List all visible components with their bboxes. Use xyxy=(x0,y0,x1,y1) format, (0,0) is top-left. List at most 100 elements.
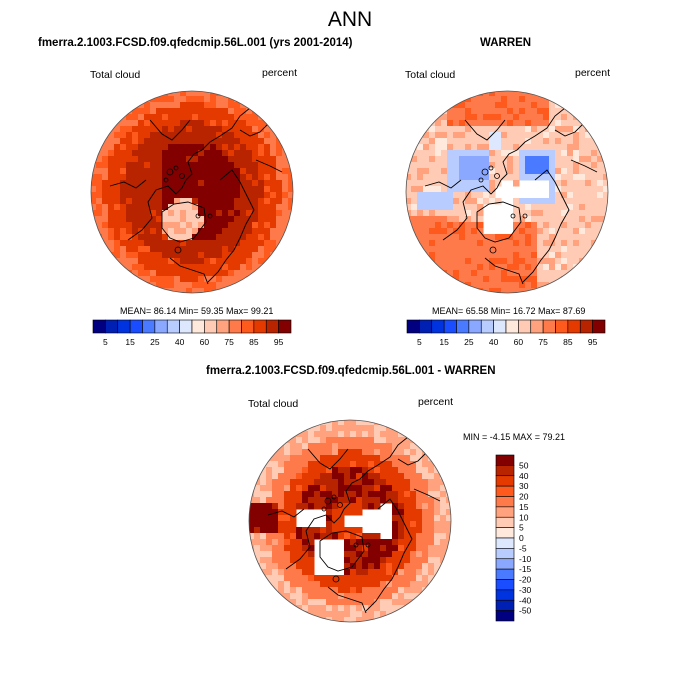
map-cell xyxy=(423,192,430,199)
map-cell xyxy=(531,246,538,253)
map-cell xyxy=(585,132,592,139)
map-cell xyxy=(603,91,608,97)
map-cell xyxy=(417,96,424,103)
map-cell xyxy=(435,288,442,293)
map-cell xyxy=(150,270,157,277)
map-cell xyxy=(543,252,550,259)
map-cell xyxy=(228,186,235,193)
map-cell xyxy=(597,270,604,277)
map-cell xyxy=(156,138,163,145)
map-cell xyxy=(174,246,181,253)
map-cell xyxy=(417,192,424,199)
map-cell xyxy=(573,138,580,145)
island-outline xyxy=(321,506,327,512)
map-cell xyxy=(471,210,478,217)
map-cell xyxy=(120,186,127,193)
map-cell xyxy=(216,252,223,259)
map-cell xyxy=(411,162,418,169)
map-cell xyxy=(410,449,417,456)
map-cell xyxy=(459,192,466,199)
map-cell xyxy=(555,156,562,163)
map-cell xyxy=(290,443,297,450)
map-cell xyxy=(416,587,423,594)
map-cell xyxy=(501,258,508,265)
map-cell xyxy=(350,611,357,618)
map-cell xyxy=(264,288,271,293)
map-cell xyxy=(585,198,592,205)
map-cell xyxy=(446,587,451,594)
map-cell xyxy=(483,102,490,109)
map-cell xyxy=(362,539,369,546)
map-cell xyxy=(489,252,496,259)
map-cell xyxy=(290,455,297,462)
map-cell xyxy=(567,246,574,253)
map-cell xyxy=(288,156,293,163)
map-cell xyxy=(120,162,127,169)
map-cell xyxy=(417,270,424,277)
map-cell xyxy=(483,246,490,253)
map-cell xyxy=(290,545,297,552)
map-cell xyxy=(266,425,273,432)
map-cell xyxy=(252,174,259,181)
map-cell xyxy=(477,150,484,157)
map-cell xyxy=(108,210,115,217)
map-cell xyxy=(543,204,550,211)
map-cell xyxy=(296,539,303,546)
map-cell xyxy=(416,467,423,474)
map-cell xyxy=(398,467,405,474)
map-cell xyxy=(210,138,217,145)
colorbar-box xyxy=(431,319,445,334)
map-cell xyxy=(150,91,157,97)
colorbar-box xyxy=(129,319,143,334)
colorbar-tick-label: 40 xyxy=(489,337,499,347)
map-cell xyxy=(531,150,538,157)
map-cell xyxy=(603,174,608,181)
map-cell xyxy=(138,246,145,253)
map-cell xyxy=(495,156,502,163)
map-cell xyxy=(240,198,247,205)
map-cell xyxy=(216,102,223,109)
map-cell xyxy=(435,204,442,211)
map-cell xyxy=(240,246,247,253)
map-cell xyxy=(579,102,586,109)
map-cell xyxy=(435,162,442,169)
map-cell xyxy=(332,593,339,600)
map-cell xyxy=(362,473,369,480)
coastline xyxy=(343,436,409,510)
map-cell xyxy=(320,449,327,456)
map-cell xyxy=(216,234,223,241)
map-cell xyxy=(168,252,175,259)
map-cell xyxy=(567,234,574,241)
map-cell xyxy=(447,288,454,293)
map-cell xyxy=(446,593,451,600)
map-cell xyxy=(417,174,424,181)
map-cell xyxy=(102,282,109,289)
map-cell xyxy=(276,198,283,205)
map-cell xyxy=(428,449,435,456)
map-cell xyxy=(162,174,169,181)
map-cell xyxy=(282,252,289,259)
map-cell xyxy=(446,461,451,468)
map-cell xyxy=(326,527,333,534)
map-cell xyxy=(410,485,417,492)
map-cell xyxy=(362,563,369,570)
map-cell xyxy=(332,467,339,474)
map-cell xyxy=(204,228,211,235)
map-cell xyxy=(374,533,381,540)
map-cell xyxy=(429,138,436,145)
map-cell xyxy=(495,168,502,175)
map-cell xyxy=(234,246,241,253)
colorbar-box xyxy=(142,319,156,334)
map-cell xyxy=(429,234,436,241)
map-cell xyxy=(362,569,369,576)
map-cell xyxy=(417,102,424,109)
map-cell xyxy=(411,210,418,217)
map-cell xyxy=(428,479,435,486)
map-cell xyxy=(507,246,514,253)
map-cell xyxy=(144,91,151,97)
map-cell xyxy=(296,533,303,540)
map-cell xyxy=(240,162,247,169)
map-cell xyxy=(374,467,381,474)
map-cell xyxy=(278,557,285,564)
map-cell xyxy=(314,533,321,540)
